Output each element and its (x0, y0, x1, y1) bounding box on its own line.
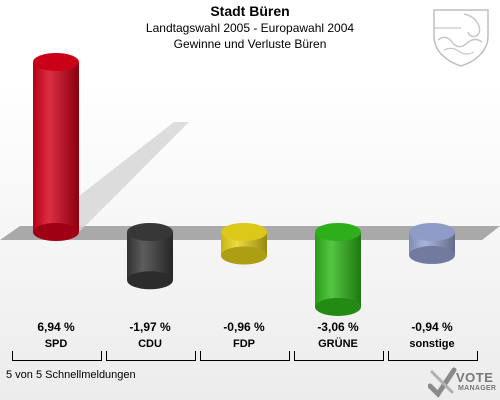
bar-bottom-cap (221, 246, 267, 265)
value-label: -1,97 % (129, 320, 171, 334)
bar-top-cap (127, 223, 173, 241)
ballot-check-icon (428, 367, 457, 398)
logo-word-manager: MANAGER (458, 385, 497, 392)
bar-fdp (221, 223, 267, 265)
chart-subtitle: Landtagswahl 2005 - Europawahl 2004 (145, 21, 355, 35)
bar-top-cap (409, 223, 455, 241)
bar-bottom-cap (127, 271, 173, 290)
category-label: sonstige (409, 338, 455, 350)
category-label: FDP (233, 338, 255, 350)
category-label: GRÜNE (318, 338, 358, 350)
bar-sonstige (409, 223, 455, 265)
bar-grüne (315, 223, 361, 316)
category-bracket (388, 351, 478, 361)
bar-top-cap (33, 52, 79, 71)
bar-bottom-cap (33, 223, 79, 241)
category-bracket (12, 351, 102, 361)
category-bracket (200, 351, 290, 361)
bar-top-cap (315, 223, 361, 241)
bar-top-cap (221, 223, 267, 241)
chart-title: Stadt Büren (210, 3, 290, 19)
chart-subtitle-2: Gewinne und Verluste Büren (173, 37, 327, 51)
value-label: -0,94 % (411, 320, 453, 334)
bar-body (315, 232, 361, 307)
bar-bottom-cap (315, 297, 361, 316)
coat-of-arms-icon (433, 9, 489, 67)
category-label: CDU (138, 338, 162, 350)
value-label: -0,96 % (223, 320, 265, 334)
bar-cdu (127, 223, 173, 290)
category-label: SPD (44, 338, 68, 350)
category-bracket (106, 351, 196, 361)
report-status: 5 von 5 Schnellmeldungen (6, 369, 136, 381)
category-bracket (294, 351, 384, 361)
bar-body (33, 61, 79, 232)
vote-manager-logo: VOTE MANAGER (428, 366, 500, 398)
bar-spd (33, 52, 189, 241)
value-label: -3,06 % (317, 320, 359, 334)
logo-word-vote: VOTE (456, 370, 494, 385)
value-label: 6,94 % (37, 320, 75, 334)
bar-bottom-cap (409, 246, 455, 265)
